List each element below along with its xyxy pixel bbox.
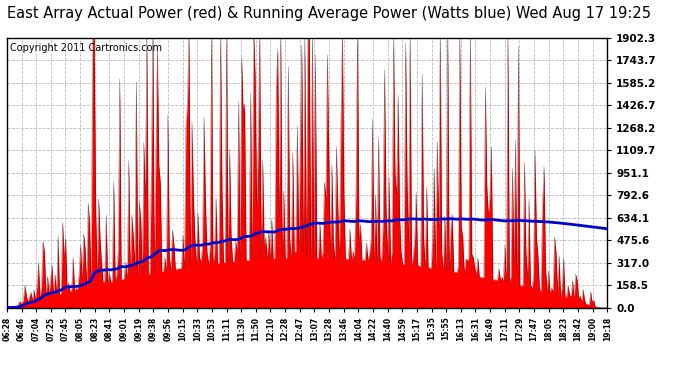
Text: East Array Actual Power (red) & Running Average Power (Watts blue) Wed Aug 17 19: East Array Actual Power (red) & Running … (7, 6, 651, 21)
Text: Copyright 2011 Cartronics.com: Copyright 2011 Cartronics.com (10, 43, 162, 53)
